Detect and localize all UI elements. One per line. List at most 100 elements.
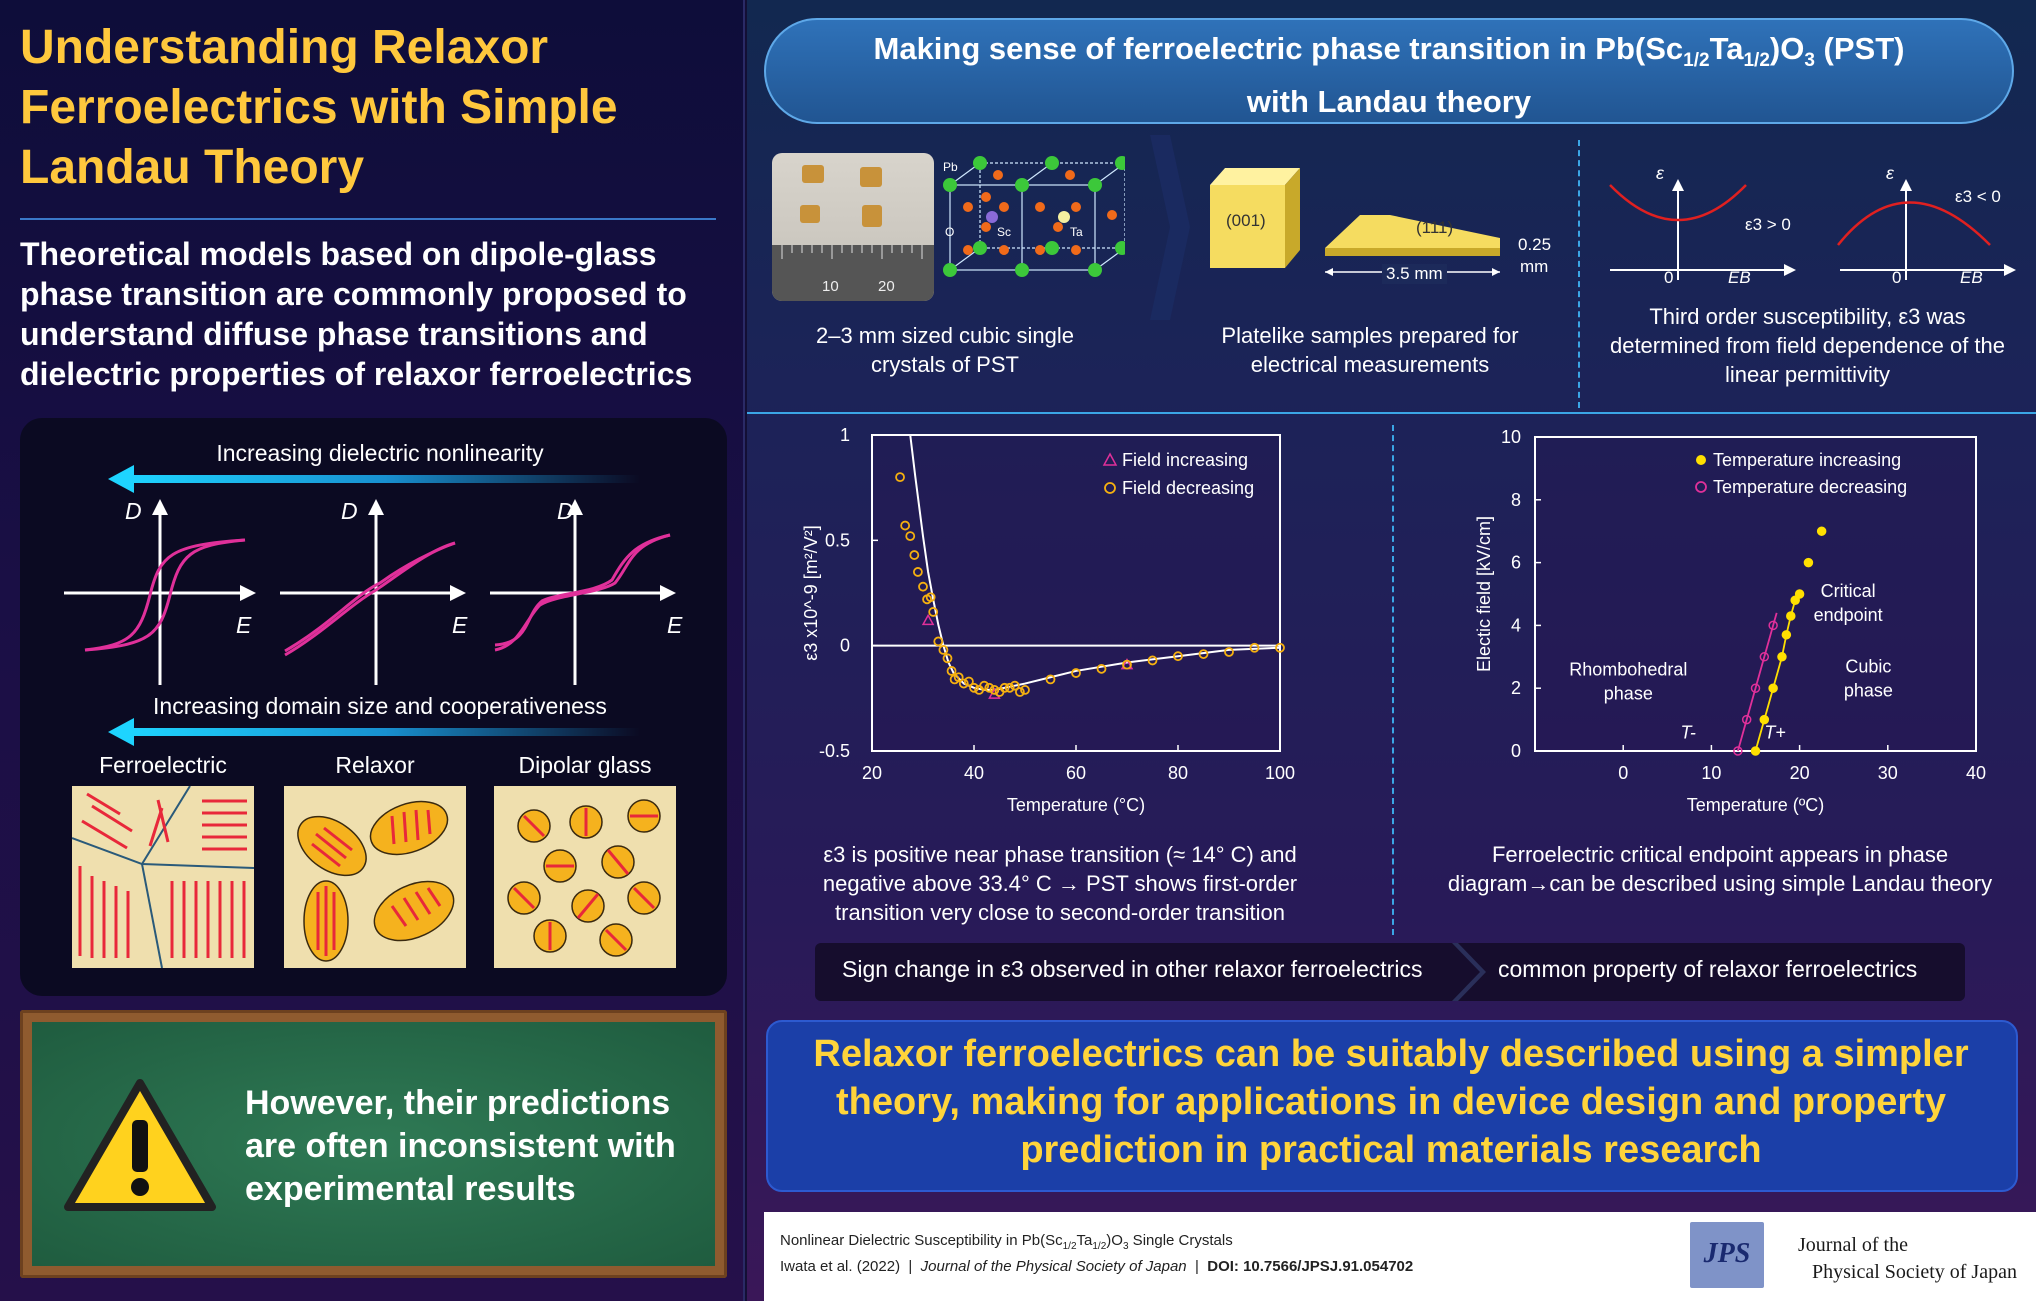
- warning-icon: [64, 1079, 216, 1211]
- data-point-field-decreasing: [933, 636, 944, 647]
- data-point-field-decreasing: [1249, 642, 1260, 653]
- y-tick-label: 4: [1511, 615, 1521, 635]
- y-tick-label: 8: [1511, 490, 1521, 510]
- plot-frame: [1534, 436, 1977, 752]
- data-point-temperature-decreasing: [1750, 683, 1761, 693]
- zero-label-2: 0: [1892, 268, 1902, 287]
- legend-marker-temperature-increasing: [1696, 455, 1706, 465]
- data-point-field-decreasing: [1071, 668, 1081, 678]
- chevron-right-icon: [1150, 135, 1190, 320]
- arrow-left-icon: [108, 718, 134, 746]
- legend-label-field-increasing: Field increasing: [1122, 450, 1248, 470]
- data-point-temperature-increasing: [1759, 714, 1770, 725]
- eps3-negative-label: ε3 < 0: [1955, 187, 2001, 206]
- paper-title: Nonlinear Dielectric Susceptibility in P…: [780, 1232, 1233, 1252]
- atom-label-pb: Pb: [943, 160, 958, 174]
- plot-frame: [871, 434, 1281, 752]
- rhombohedral-label-line2: phase: [1604, 684, 1653, 704]
- eps3-temperature-chart: 20 40 60 80 100 1 0.5 0 -0.5 Temperature (°C) ε3 x…: [801, 425, 1295, 815]
- atom-label-sc: Sc: [997, 225, 1012, 239]
- legend-marker-field-decreasing: [1104, 482, 1116, 494]
- category-ferroelectric: Ferroelectric: [99, 752, 227, 778]
- journal-name: Journal of the Physical Society of Japan: [1798, 1234, 2017, 1283]
- dashed-divider: [1392, 425, 1394, 935]
- data-point-field-decreasing: [1045, 674, 1056, 685]
- doi: DOI: 10.7566/JPSJ.91.054702: [1207, 1258, 1414, 1275]
- susceptibility-caption: Third order susceptibility, ε3 was deter…: [1609, 304, 2006, 387]
- x-tick-label: 20: [862, 763, 882, 783]
- data-point-field-decreasing: [900, 520, 911, 531]
- legend-label-temperature-increasing: Temperature increasing: [1713, 450, 1901, 470]
- arrow-left-icon: [108, 465, 134, 493]
- zero-label-1: 0: [1664, 268, 1674, 287]
- y-tick-label: 1: [840, 425, 850, 445]
- platelike-caption: Platelike samples prepared for electrica…: [1221, 323, 1519, 377]
- data-point-field-decreasing: [928, 607, 939, 617]
- y-tick-label: -0.5: [819, 741, 850, 761]
- data-point-field-decreasing: [1096, 663, 1107, 674]
- data-point-field-decreasing: [953, 672, 964, 683]
- data-point-temperature-increasing: [1768, 683, 1778, 693]
- y-tick-label: 0: [840, 636, 850, 656]
- data-point-field-decreasing: [1122, 659, 1132, 670]
- data-point-field-decreasing: [942, 653, 953, 664]
- legend-label-field-decreasing: Field decreasing: [1122, 478, 1254, 498]
- data-point-temperature-decreasing: [1768, 620, 1778, 631]
- eb-label-1: EB: [1728, 268, 1751, 287]
- eps3-positive-label: ε3 > 0: [1745, 215, 1791, 234]
- data-point-field-decreasing: [999, 682, 1010, 693]
- critical-endpoint-label-line2: endpoint: [1814, 605, 1883, 625]
- legend-marker-temperature-decreasing: [1695, 481, 1707, 493]
- legend-marker-field-increasing: [1102, 452, 1118, 466]
- data-point-field-decreasing: [1275, 642, 1285, 653]
- x-axis-label: Temperature (°C): [1007, 795, 1145, 815]
- face-001-label: (001): [1226, 211, 1266, 230]
- y-tick-label: 2: [1511, 678, 1521, 698]
- chart2-caption: Ferroelectric critical endpoint appears …: [1447, 842, 1993, 896]
- intro-text: Theoretical models based on dipole-glass…: [20, 236, 693, 392]
- cubic-label-line1: Cubic: [1845, 657, 1891, 677]
- top-banner: [764, 18, 2014, 124]
- data-point-temperature-increasing: [1750, 746, 1761, 756]
- top-title: Making sense of ferroelectric phase tran…: [873, 31, 1905, 120]
- data-point-temperature-increasing: [1781, 630, 1792, 640]
- crystal-photo: 10 20: [772, 153, 934, 301]
- critical-endpoint-label-line1: Critical: [1821, 581, 1876, 601]
- data-point-field-decreasing: [1224, 647, 1234, 657]
- domain-square-dipolar-glass: [494, 786, 676, 968]
- susceptibility-diagrams: [1609, 179, 2016, 280]
- citation: Iwata et al. (2022) | Journal of the Phy…: [780, 1258, 1414, 1275]
- conclusion-text: Relaxor ferroelectrics can be suitably d…: [813, 1033, 1969, 1171]
- atom-label-ta: Ta: [1070, 225, 1083, 239]
- length-label: 3.5 mm: [1382, 264, 1447, 284]
- hysteresis-dipolar-glass: [490, 499, 676, 685]
- footer: [764, 1212, 2036, 1301]
- eb-label-2: EB: [1960, 268, 1983, 287]
- axis-d-3: D: [557, 498, 574, 524]
- y-tick-label: 0: [1511, 741, 1521, 761]
- y-axis-label: Electic field [kV/cm]: [1474, 516, 1494, 672]
- data-point-field-decreasing: [909, 550, 920, 560]
- y-tick-label: 0.5: [825, 530, 850, 550]
- x-tick-label: 40: [964, 763, 984, 783]
- x-tick-label: 40: [1966, 763, 1986, 783]
- y-tick-label: 6: [1511, 553, 1521, 573]
- warning-text: However, their predictions are often inc…: [245, 1084, 676, 1208]
- data-point-field-decreasing: [1147, 655, 1158, 666]
- platelike-samples-diagram: [1210, 168, 1500, 276]
- section-divider: [747, 412, 2036, 414]
- eps-axis-1: ε: [1656, 163, 1664, 183]
- data-point-field-decreasing: [1004, 682, 1015, 693]
- data-point-temperature-decreasing: [1741, 714, 1752, 725]
- rhombohedral-label-line1: Rhombohedral: [1569, 660, 1687, 680]
- data-point-temperature-increasing: [1786, 611, 1796, 621]
- legend-label-temperature-decreasing: Temperature decreasing: [1713, 477, 1907, 497]
- data-point-temperature-decreasing: [1733, 746, 1743, 756]
- data-point-field-decreasing: [912, 567, 923, 577]
- thickness-label: 0.25: [1518, 235, 1552, 254]
- crystals-caption: 2–3 mm sized cubic single crystals of PS…: [815, 323, 1074, 377]
- t-plus-label: T+: [1764, 722, 1786, 742]
- eps-axis-2: ε: [1886, 163, 1894, 183]
- data-point-temperature-decreasing: [1759, 652, 1770, 662]
